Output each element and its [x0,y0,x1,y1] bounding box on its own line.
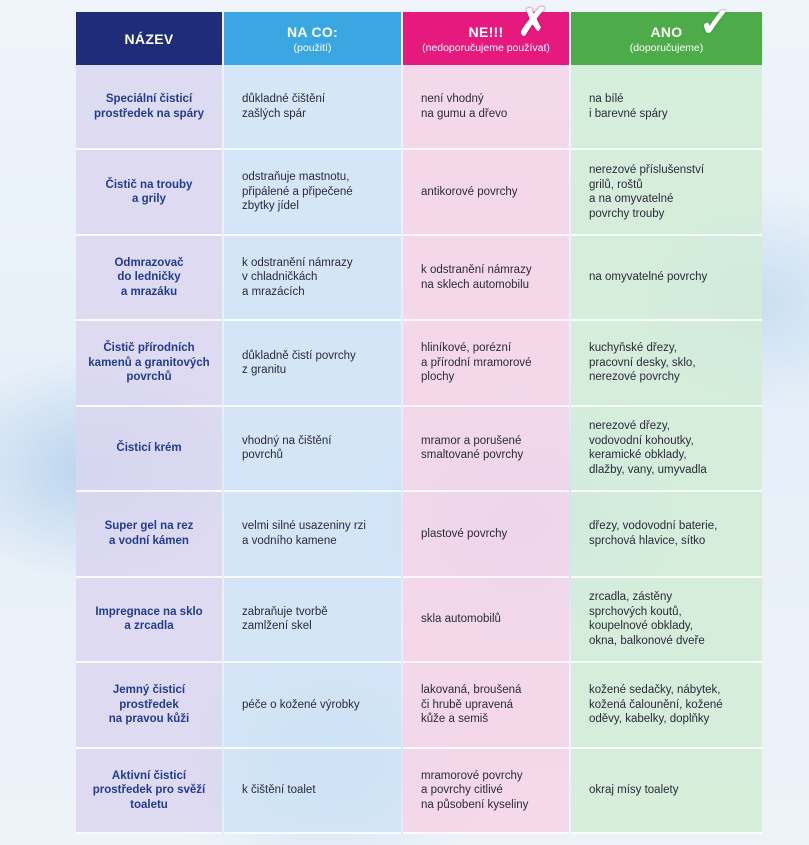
header-no-subtitle: (nedoporučujeme používat) [422,41,550,54]
product-name-cell: Čisticí krém [76,406,222,493]
recommended-cell-text: na bílé i barevné spáry [589,93,668,120]
recommended-cell-text: nerezové příslušenství grilů, roštů a na… [589,164,705,220]
product-name-cell-text: Super gel na rez a vodní kámen [104,520,194,547]
product-name-cell-text: Čistič přírodních kamenů a granitových p… [88,342,210,384]
header-recommended: ANO (doporučujeme) ✓ [571,3,762,65]
header-use-subtitle: (použití) [293,41,332,54]
recommended-cell-text: nerezové dřezy, vodovodní kohoutky, kera… [589,420,707,476]
not-recommended-cell: antikorové povrchy [403,150,569,236]
not-recommended-cell: není vhodný na gumu a dřevo [403,65,569,151]
use-cell-text: důkladné čištění zašlých spár [242,93,326,120]
not-recommended-cell-text: není vhodný na gumu a dřevo [421,93,508,120]
recommended-cell: nerezové dřezy, vodovodní kohoutky, kera… [571,406,762,493]
recommended-cell-text: kuchyňské dřezy, pracovní desky, sklo, n… [589,342,696,384]
header-yes-title: ANO [650,23,683,40]
header-name: NÁZEV [76,12,222,65]
cleaning-products-table: NÁZEV NA CO: (použití) NE!!! (nedoporuču… [76,3,762,834]
header-name-title: NÁZEV [124,30,174,47]
use-cell-text: důkladně čistí povrchy z granitu [242,349,356,377]
recommended-cell-text: dřezy, vodovodní baterie, sprchová hlavi… [589,520,718,547]
use-cell: důkladně čistí povrchy z granitu [224,321,401,407]
product-name-cell: Čistič přírodních kamenů a granitových p… [76,321,222,407]
product-name-cell: Jemný čisticí prostředek na pravou kůži [76,663,222,749]
recommended-cell: nerezové příslušenství grilů, roštů a na… [571,150,762,236]
recommended-cell: kožené sedačky, nábytek, kožená čalouněn… [571,663,762,749]
not-recommended-cell: mramor a porušené smaltované povrchy [403,406,569,493]
product-name-cell: Čistič na trouby a grily [76,150,222,236]
use-cell: zabraňuje tvorbě zamlžení skel [224,577,401,664]
product-name-cell: Super gel na rez a vodní kámen [76,492,222,578]
not-recommended-cell-text: plastové povrchy [421,527,508,540]
product-name-cell: Speciální čisticí prostředek na spáry [76,65,222,151]
use-cell: k odstranění námrazy v chladničkách a mr… [224,235,401,322]
use-cell-text: vhodný na čištění povrchů [242,434,332,462]
recommended-cell: dřezy, vodovodní baterie, sprchová hlavi… [571,492,762,578]
not-recommended-cell-text: hliníkové, porézní a přírodní mramorové … [421,342,532,384]
not-recommended-cell: plastové povrchy [403,492,569,578]
use-cell-text: k odstranění námrazy v chladničkách a mr… [242,256,353,298]
product-name-cell-text: Impregnace na sklo a zrcadla [95,605,203,633]
header-use-title: NA CO: [286,23,339,40]
recommended-cell: okraj mísy toalety [571,748,762,834]
use-cell-text: velmi silné usazeniny rzi a vodního kame… [242,520,366,547]
product-name-cell: Impregnace na sklo a zrcadla [76,577,222,664]
not-recommended-cell-text: k odstranění námrazy na sklech automobil… [421,264,532,291]
use-cell-text: zabraňuje tvorbě zamlžení skel [242,605,328,633]
not-recommended-cell: k odstranění námrazy na sklech automobil… [403,235,569,322]
check-mark-icon: ✓ [698,1,732,45]
product-name-cell-text: Čisticí krém [116,442,182,455]
recommended-cell-text: na omyvatelné povrchy [589,271,708,284]
use-cell: vhodný na čištění povrchů [224,406,401,493]
recommended-cell: zrcadla, zástěny sprchových koutů, koupe… [571,577,762,664]
use-cell-text: péče o kožené výrobky [242,698,360,711]
not-recommended-cell: lakovaná, broušená či hrubě upravená kůž… [403,663,569,749]
product-name-cell-text: Odmrazovač do ledničky a mrazáku [114,256,184,298]
product-name-cell: Odmrazovač do ledničky a mrazáku [76,235,222,322]
not-recommended-cell-text: mramor a porušené smaltované povrchy [421,434,524,462]
header-not-recommended: NE!!! (nedoporučujeme používat) ✗ [403,4,569,65]
cross-mark-icon: ✗ [517,2,549,44]
header-no-title: NE!!! [468,23,504,40]
use-cell: odstraňuje mastnotu, připálené a připeče… [224,150,401,236]
product-name-cell-text: Jemný čisticí prostředek na pravou kůži [108,684,190,726]
recommended-cell: na bílé i barevné spáry [571,65,762,151]
use-cell: péče o kožené výrobky [224,663,401,749]
use-cell-text: odstraňuje mastnotu, připálené a připeče… [242,171,353,213]
use-cell: k čištění toalet [224,748,401,834]
not-recommended-cell-text: antikorové povrchy [421,185,518,198]
product-name-cell-text: Speciální čisticí prostředek na spáry [94,93,204,120]
recommended-cell: na omyvatelné povrchy [571,235,762,322]
header-yes-subtitle: (doporučujeme) [629,41,704,54]
use-cell-text: k čištění toalet [242,784,316,797]
not-recommended-cell: mramorové povrchy a povrchy citlivé na p… [403,748,569,834]
not-recommended-cell: hliníkové, porézní a přírodní mramorové … [403,321,569,407]
recommended-cell-text: zrcadla, zástěny sprchových koutů, koupe… [589,591,705,647]
header-use: NA CO: (použití) [224,12,401,65]
recommended-cell: kuchyňské dřezy, pracovní desky, sklo, n… [571,321,762,407]
product-name-cell: Aktivní čisticí prostředek pro svěží toa… [76,748,222,834]
use-cell: velmi silné usazeniny rzi a vodního kame… [224,492,401,578]
product-name-cell-text: Aktivní čisticí prostředek pro svěží toa… [92,769,206,811]
not-recommended-cell: skla automobilů [403,577,569,664]
recommended-cell-text: kožené sedačky, nábytek, kožená čalouněn… [589,684,723,726]
not-recommended-cell-text: mramorové povrchy a povrchy citlivé na p… [421,769,529,811]
not-recommended-cell-text: lakovaná, broušená či hrubě upravená kůž… [421,684,522,726]
product-name-cell-text: Čistič na trouby a grily [105,178,193,206]
not-recommended-cell-text: skla automobilů [421,613,501,626]
recommended-cell-text: okraj mísy toalety [589,784,679,797]
use-cell: důkladné čištění zašlých spár [224,65,401,151]
